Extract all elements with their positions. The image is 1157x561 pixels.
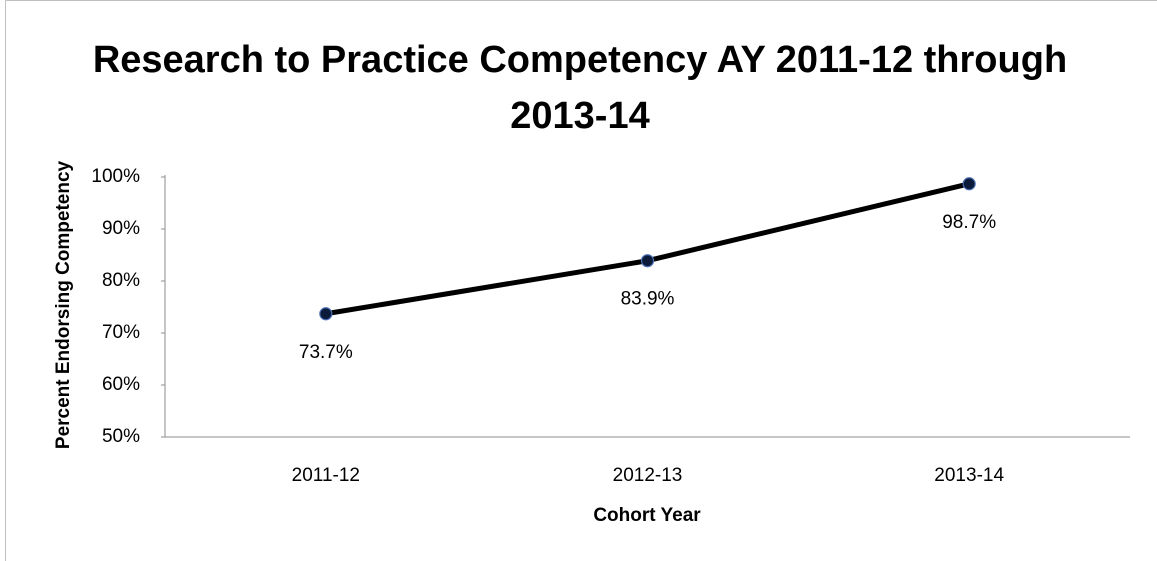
x-tick-label: 2012-13	[613, 465, 683, 486]
data-point	[319, 307, 333, 321]
data-point	[962, 177, 976, 191]
y-tick-label: 100%	[91, 166, 140, 187]
x-tick-label: 2013-14	[934, 465, 1004, 486]
x-tick-label: 2011-12	[292, 465, 360, 486]
y-tick-label: 70%	[102, 322, 140, 343]
data-label: 83.9%	[621, 289, 675, 310]
data-point	[640, 254, 655, 268]
data-label: 73.7%	[299, 342, 353, 363]
chart-title: Research to Practice Competency AY 2011-…	[92, 39, 1068, 137]
y-tick-label: 90%	[102, 218, 140, 239]
y-tick-label: 60%	[102, 374, 140, 395]
data-label: 98.7%	[942, 212, 996, 233]
y-axis-label: Percent Endorsing Competency	[53, 160, 74, 449]
y-tick-label: 50%	[102, 426, 140, 447]
x-axis-label: Cohort Year	[593, 505, 701, 526]
y-tick-label: 80%	[102, 270, 140, 291]
